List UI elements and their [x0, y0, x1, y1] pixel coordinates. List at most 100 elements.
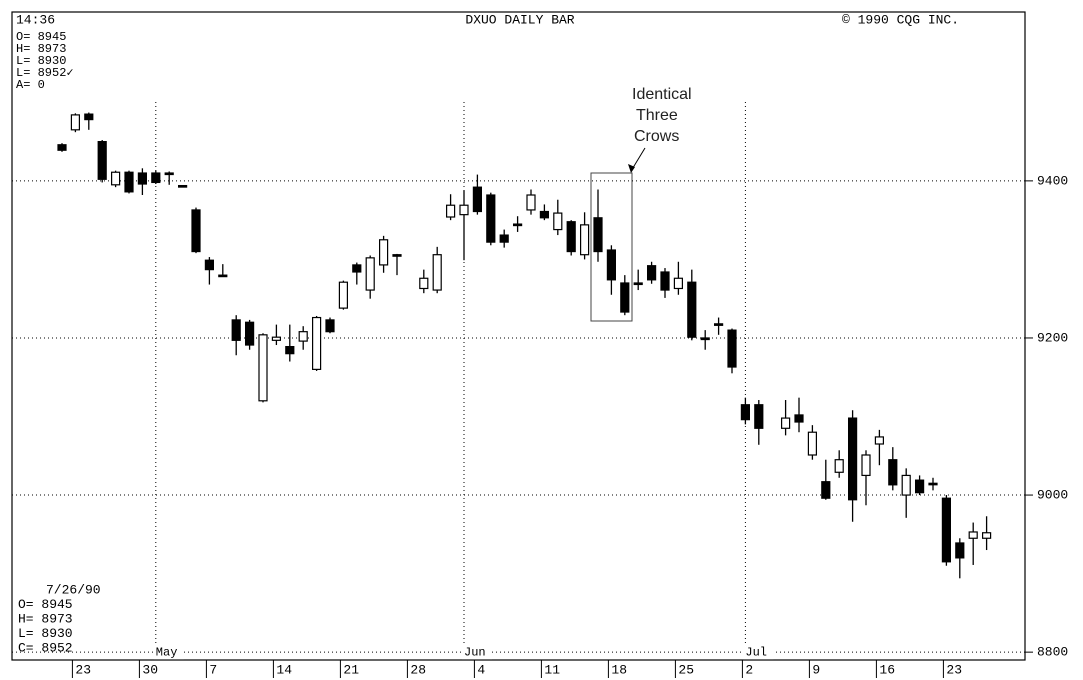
candle-body [499, 234, 509, 243]
y-tick-label: 9200 [1037, 330, 1068, 345]
annotation: Identical [632, 86, 692, 103]
candle-body [57, 144, 67, 151]
candle-body [700, 337, 710, 341]
candle-body [606, 249, 617, 281]
x-tick-label: 11 [544, 662, 560, 677]
candle-body [687, 281, 697, 338]
candle-body [646, 265, 657, 281]
candle-body [178, 184, 188, 188]
x-tick-label: 7 [209, 662, 217, 677]
candle-body [151, 172, 161, 184]
candle-body [164, 172, 174, 176]
candle-body [861, 454, 871, 477]
candle-body [446, 204, 456, 218]
month-label: May [156, 645, 178, 659]
readout-line: L= 8952✓ [16, 66, 74, 80]
candle-body [633, 282, 643, 286]
annotation: Crows [634, 128, 679, 145]
x-tick-label: 21 [343, 662, 359, 677]
candle-body [794, 414, 804, 423]
candle-body [553, 212, 563, 231]
x-tick-label: 30 [142, 662, 158, 677]
candle-body [472, 186, 482, 213]
candle-body [486, 194, 496, 243]
candle-body [713, 323, 724, 326]
x-tick-label: 25 [678, 662, 694, 677]
annotation: Three [636, 107, 678, 124]
candle-body [579, 224, 590, 256]
candle-body [97, 141, 107, 180]
x-tick-label: 23 [946, 662, 962, 677]
candle-body [285, 346, 295, 355]
candle-body [620, 282, 630, 313]
plot-frame [11, 11, 1026, 661]
candle-body [928, 482, 938, 486]
candle-body [941, 497, 952, 563]
month-label: Jun [464, 645, 486, 659]
candle-body [218, 274, 228, 278]
candle-body [874, 436, 885, 445]
candle-body [258, 334, 268, 402]
candle-body [847, 417, 858, 501]
readout-line: H= 8973 [16, 42, 66, 56]
candle-body [821, 481, 831, 499]
candle-body [834, 459, 844, 473]
candle-body [566, 221, 576, 253]
candle-body [673, 277, 684, 290]
candle-body [70, 114, 81, 131]
month-label: Jul [745, 645, 767, 659]
candle-body [379, 239, 389, 266]
candle-body [419, 277, 429, 290]
candle-body [526, 194, 536, 211]
readout-line: O= 8945 [18, 597, 73, 612]
candle-body [204, 259, 214, 271]
candle-body [754, 404, 764, 429]
x-tick-label: 4 [477, 662, 485, 677]
chart-title: DXUO DAILY BAR [465, 12, 574, 27]
candle-body [780, 417, 791, 429]
arrow-head [628, 164, 635, 173]
month-label-bg [153, 645, 184, 660]
copyright: © 1990 CQG INC. [842, 12, 959, 27]
candle-body [137, 172, 147, 185]
y-tick-label: 9400 [1037, 173, 1068, 188]
x-tick-label: 16 [879, 662, 895, 677]
candle-body [271, 336, 281, 341]
x-tick-label: 9 [812, 662, 820, 677]
candle-body [968, 531, 978, 539]
candle-body [392, 254, 402, 257]
x-tick-label: 2 [745, 662, 753, 677]
candle-body [901, 474, 911, 496]
candle-body [110, 171, 121, 186]
x-tick-label: 23 [75, 662, 91, 677]
time: 14:36 [16, 12, 55, 27]
candle-body [298, 331, 308, 342]
candle-body [124, 171, 134, 193]
pattern-box [590, 172, 633, 322]
x-tick-label: 14 [276, 662, 292, 677]
candle-body [245, 321, 255, 346]
candle-body [888, 459, 898, 486]
candle-body [325, 319, 335, 333]
y-tick-label: 8800 [1037, 645, 1068, 660]
candle-body [191, 209, 201, 253]
candle-body [338, 281, 348, 309]
candle-body [727, 329, 737, 368]
readout-line: L= 8930 [16, 54, 66, 68]
candle-body [807, 431, 818, 456]
readout-line: A= 0 [16, 78, 45, 92]
month-label-bg [743, 645, 774, 660]
candle-body [593, 217, 603, 253]
candle-body [740, 404, 751, 421]
candle-body [512, 223, 523, 227]
candle-body [231, 319, 241, 341]
candle-body [352, 264, 362, 273]
candle-body [365, 257, 375, 291]
month-label-bg [462, 645, 492, 660]
readout-line: L= 8930 [18, 626, 73, 641]
x-tick-label: 28 [410, 662, 426, 677]
candle-body [914, 479, 925, 494]
candle-body [660, 271, 670, 291]
candle-body [539, 210, 550, 219]
